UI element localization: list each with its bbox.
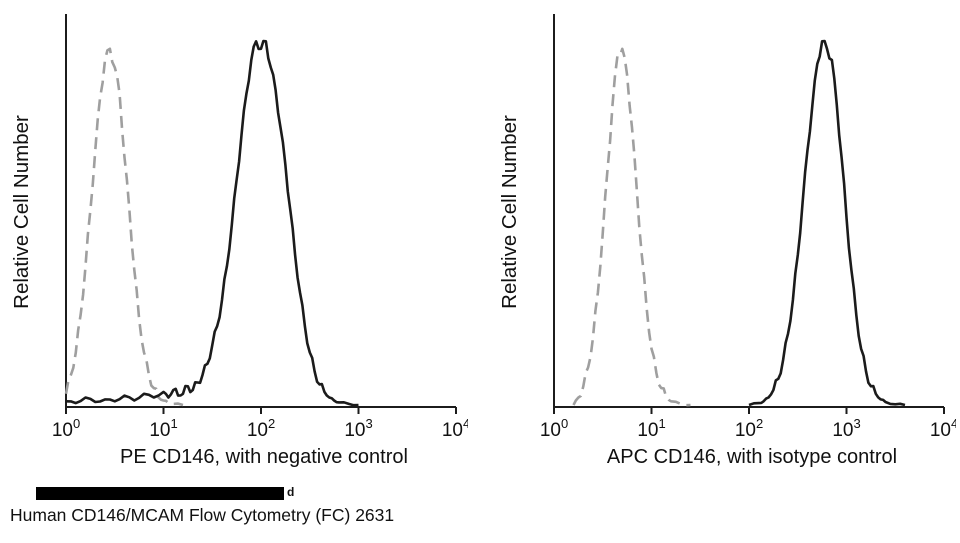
flow-histogram-left: 100 101 102 103 104 PE CD146, with negative …	[10, 14, 470, 468]
x-axis-title: APC CD146, with isotype control	[607, 446, 897, 468]
x-tick-label: 102	[247, 416, 275, 441]
x-ticks: 100 101 102 103 104	[540, 407, 958, 441]
cd146-curve	[65, 39, 359, 407]
x-tick-label: 100	[52, 416, 80, 441]
x-tick-label: 103	[344, 416, 372, 441]
x-tick-label: 104	[442, 416, 468, 441]
redacted-text-remnant: d	[287, 485, 295, 499]
control-curve	[572, 47, 691, 407]
redacted-watermark-bar	[36, 487, 284, 500]
x-tick-label: 103	[832, 416, 860, 441]
x-tick-label: 100	[540, 416, 568, 441]
flow-histogram-panel-right: 100 101 102 103 104 APC CD146, with isotype …	[494, 2, 958, 482]
x-tick-label: 102	[735, 416, 763, 441]
x-tick-label: 104	[930, 416, 956, 441]
flow-histogram-panel-left: 100 101 102 103 104 PE CD146, with negative …	[6, 2, 470, 482]
cd146-curve	[748, 39, 906, 407]
flow-histogram-right: 100 101 102 103 104 APC CD146, with isotype …	[498, 14, 958, 468]
x-tick-label: 101	[149, 416, 177, 441]
y-axis-title: Relative Cell Number	[10, 115, 33, 309]
x-ticks: 100 101 102 103 104	[52, 407, 470, 441]
figure-caption: Human CD146/MCAM Flow Cytometry (FC) 263…	[10, 505, 395, 525]
y-axis-title: Relative Cell Number	[498, 115, 521, 309]
x-axis-title: PE CD146, with negative control	[120, 446, 408, 468]
x-tick-label: 101	[637, 416, 665, 441]
control-curve	[64, 47, 184, 407]
